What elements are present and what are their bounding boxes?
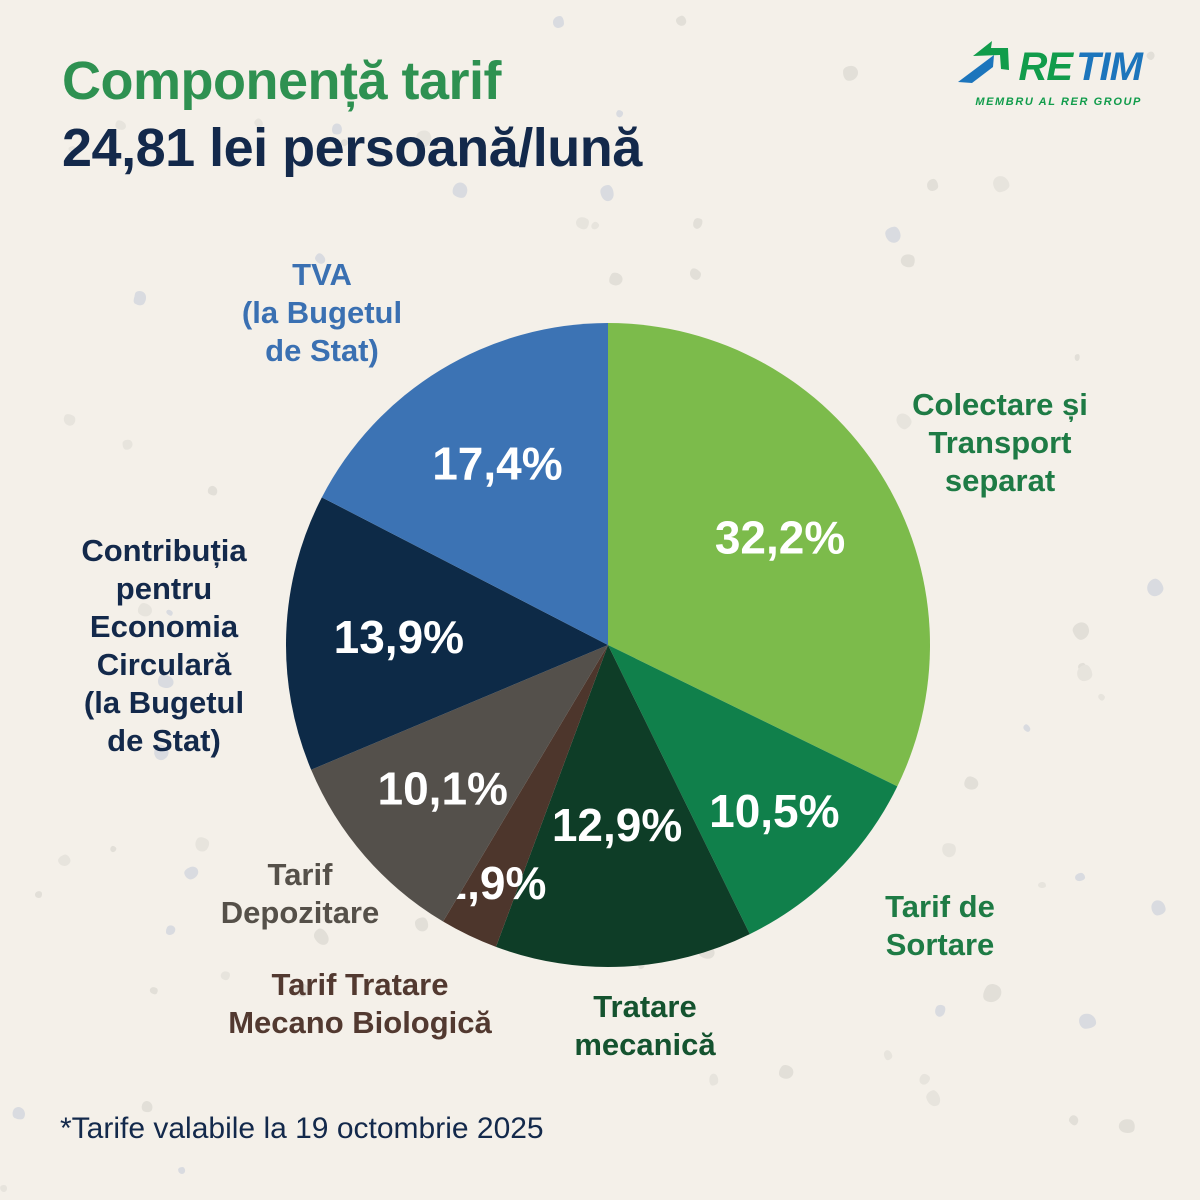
slice-label-contributia-economia-circulara: Contribuția pentru Economia Circulară (la Bu…	[81, 532, 246, 760]
footnote-tariff-validity: *Tarife valabile la 19 octombrie 2025	[60, 1112, 544, 1145]
page-title: Componență tarif	[62, 51, 502, 111]
pie-percent-label-4: 10,1%	[378, 763, 508, 815]
slice-label-line: Contribuția	[81, 533, 247, 568]
slice-label-line: Economia	[89, 609, 239, 644]
pie-percent-label-0: 32,2%	[715, 512, 845, 564]
slice-label-line: (la Bugetul	[83, 685, 245, 720]
pie-slice-3	[443, 645, 608, 947]
pie-percent-label-6: 17,4%	[432, 438, 562, 490]
slice-label-line: separat	[944, 463, 1056, 498]
pie-slice-6	[321, 323, 608, 645]
logo-tagline: MEMBRU AL RER GROUP	[975, 96, 1142, 108]
pie-percent-label-1: 10,5%	[709, 785, 839, 837]
pie-slice-1	[608, 645, 898, 935]
slice-label-line: TVA	[292, 257, 352, 292]
slice-label-line: Colectare și	[912, 387, 1088, 422]
slice-label-line: Tarif Tratare	[271, 967, 449, 1002]
page-subtitle: 24,81 lei persoană/lună	[62, 118, 642, 179]
pie-percent-label-2: 12,9%	[552, 799, 682, 851]
pie-slice-0	[608, 323, 931, 787]
slice-label-line: de Stat)	[107, 723, 221, 758]
slice-label-tarif-depozitare: Tarif Depozitare	[221, 856, 379, 932]
slice-label-line: Tarif de	[885, 889, 995, 924]
pie-slice-5	[286, 497, 608, 770]
slice-label-tva: TVA (la Bugetul de Stat)	[242, 256, 402, 370]
retim-logo: RE TIM MEMBRU AL RER GROUP	[942, 40, 1143, 108]
slice-label-tarif-sortare: Tarif de Sortare	[885, 888, 995, 964]
slice-label-colectare-transport: Colectare și Transport separat	[912, 386, 1088, 500]
slice-label-line: de Stat)	[265, 333, 379, 368]
header: Componență tarif 24,81 lei persoană/lună	[62, 51, 642, 179]
slice-label-line: (la Bugetul	[241, 295, 403, 330]
slice-label-tarif-tratare-mecano-biologica: Tarif Tratare Mecano Biologică	[228, 966, 492, 1042]
slice-label-line: Mecano Biologică	[228, 1005, 492, 1040]
slice-label-line: mecanică	[574, 1027, 716, 1062]
slice-label-line: Tratare	[593, 989, 697, 1024]
pie-slice-4	[311, 645, 608, 922]
recycling-arrows-icon	[957, 40, 1015, 93]
pie-slice-2	[495, 645, 750, 968]
slice-label-line: Transport	[928, 425, 1072, 460]
slice-label-line: Depozitare	[220, 895, 380, 930]
slice-label-line: Sortare	[885, 927, 995, 962]
logo-text-re: RE	[1018, 44, 1074, 89]
slice-label-line: pentru	[115, 571, 213, 606]
logo-text-tim: TIM	[1076, 44, 1143, 89]
slice-label-line: Tarif	[267, 857, 333, 892]
slice-label-tratare-mecanica: Tratare mecanică	[574, 988, 715, 1064]
slice-label-line: Circulară	[96, 647, 232, 682]
pie-percent-label-5: 13,9%	[334, 611, 464, 663]
